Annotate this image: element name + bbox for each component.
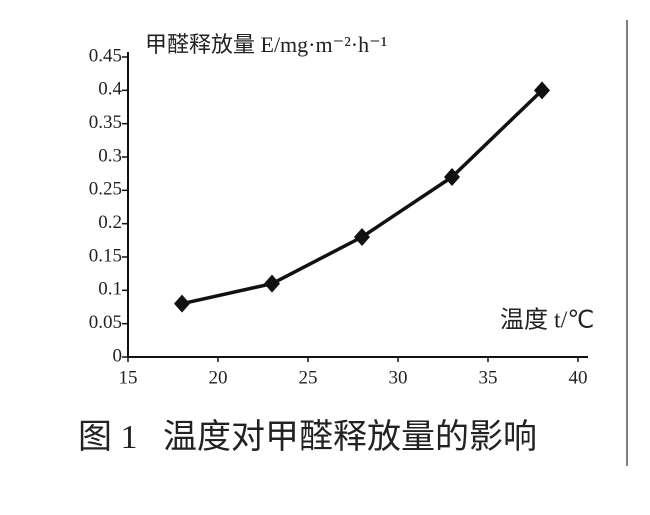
figure-caption: 图 1 温度对甲醛释放量的影响: [78, 418, 537, 456]
y-tick-label: 0.35: [89, 112, 122, 133]
y-tick-label: 0.3: [98, 145, 122, 166]
data-marker: [534, 81, 550, 100]
x-tick-label: 30: [389, 367, 408, 388]
y-tick-label: 0.05: [89, 312, 122, 333]
x-tick-label: 35: [479, 367, 498, 388]
y-tick-label: 0.45: [89, 45, 122, 66]
x-tick-label: 15: [119, 367, 138, 388]
x-tick-label: 20: [209, 367, 228, 388]
data-line: [181, 89, 544, 306]
x-axis-label: 温度 t/℃: [500, 307, 594, 334]
data-marker: [264, 274, 280, 293]
data-marker: [174, 294, 190, 313]
data-marker: [354, 228, 370, 246]
data-marker: [444, 168, 460, 186]
y-tick-label: 0.2: [98, 212, 122, 233]
x-tick-label: 25: [299, 367, 318, 388]
y-tick-label: 0.15: [89, 245, 122, 266]
y-tick-label: 0: [113, 345, 123, 366]
y-tick-label: 0.1: [98, 279, 122, 300]
y-axis-label: 甲醛释放量 E/mg·m⁻²·h⁻¹: [145, 32, 387, 57]
y-tick-label: 0.25: [89, 179, 122, 200]
y-tick-label: 0.4: [98, 79, 122, 100]
x-tick-label: 40: [569, 367, 588, 388]
